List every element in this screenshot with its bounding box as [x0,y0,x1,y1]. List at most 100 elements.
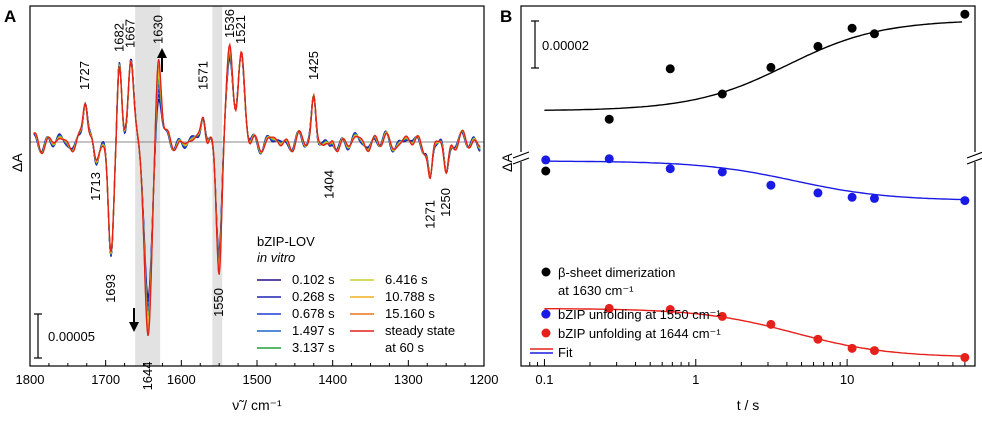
panel-a-arrow-up [157,48,167,72]
peak-label-1693: 1693 [103,274,118,303]
panel-a-legend-title: bZIP-LOV [257,234,315,249]
a-x-tick-label-2: 1600 [167,372,196,387]
panel-b-y-label: ΔA [499,153,515,172]
peak-label-1404: 1404 [322,170,337,199]
panel-a-arrow-down [129,308,139,332]
data-point-2-5 [813,334,823,344]
legend-label-5: 6.416 s [385,272,428,287]
data-point-1-5 [813,188,823,198]
panel-a-scale-bar: 0.00005 [34,313,95,359]
panel-b-scale-bar-label: 0.00002 [542,38,589,53]
data-point-0-2 [665,64,675,74]
peak-label-1644: 1644 [140,362,155,391]
data-point-2-6 [847,343,857,353]
peak-label-1425: 1425 [306,51,321,80]
legend-marker-1644 [541,328,551,338]
data-point-1-7 [869,193,879,203]
data-point-1-0 [541,155,551,165]
legend-label-2: 0.678 s [292,306,335,321]
legend-marker-1550 [541,309,551,319]
panel-a-y-label: ΔA [9,153,25,172]
legend-marker-dimerization [541,267,551,277]
data-point-2-4 [766,319,776,329]
peak-label-1667: 1667 [123,19,138,48]
spectrum-line-8 [33,42,481,337]
legend-label-7: 15.160 s [385,306,435,321]
panel-b-x-axis: 0.1 1 10 [529,359,976,387]
peak-label-1571: 1571 [195,61,210,90]
a-x-tick-label-0: 1800 [16,372,45,387]
data-point-1-2 [665,164,675,174]
panel-a-x-axis: 1800 1700 1600 1500 1400 1300 1200 [16,360,499,387]
legend-label-8: steady state [385,323,455,338]
legend-label-dimerization: β-sheet dimerization [558,265,675,280]
data-point-2-3 [717,311,727,321]
peak-label-1630: 1630 [151,15,166,44]
panel-b-axis-break [512,151,982,165]
data-point-0-5 [813,41,823,51]
data-point-1-8 [960,196,970,206]
data-point-1-6 [847,192,857,202]
a-x-tick-label-3: 1500 [243,372,272,387]
legend-label-fit: Fit [558,345,573,360]
a-x-tick-label-1: 1700 [91,372,120,387]
panel-a-legend: 0.102 s 0.268 s 0.678 s 1.497 s 3.137 s 6.416… [257,272,455,355]
panel-b-x-label: t / s [737,397,760,413]
data-point-2-2 [665,305,675,315]
data-point-2-8 [960,352,970,362]
a-x-tick-label-6: 1200 [470,372,499,387]
b-x-tick-label-2: 10 [840,372,854,387]
data-point-0-8 [960,9,970,19]
panel-a-x-label: ν̃ / cm⁻¹ [232,397,282,413]
data-point-0-7 [869,29,879,39]
a-x-tick-label-4: 1400 [318,372,347,387]
fit-curve-1 [544,160,963,201]
panel-b-scale-bar: 0.00002 [531,20,589,69]
data-point-0-6 [847,23,857,33]
peak-label-1271: 1271 [422,200,437,229]
panel-b-frame [520,5,976,367]
data-point-0-3 [717,89,727,99]
peak-label-1521: 1521 [233,15,248,44]
data-point-2-7 [869,346,879,356]
peak-label-1682: 1682 [111,23,126,52]
panel-b-letter: B [500,7,512,26]
legend-label-dimerization-line2: at 1630 cm⁻¹ [558,283,634,298]
data-point-1-3 [717,167,727,177]
data-point-1-4 [766,180,776,190]
b-x-tick-label-1: 1 [692,372,699,387]
legend-label-8-line2: at 60 s [385,340,425,355]
data-point-0-0 [541,166,551,176]
fit-curve-0 [544,21,963,111]
peak-label-1536: 1536 [222,9,237,38]
panel-a-legend-subtitle: in vitro [257,250,295,265]
panel-b-data-points [541,9,970,362]
shaded-region-1 [212,6,223,366]
panel-a-scale-bar-label: 0.00005 [48,329,95,344]
a-x-tick-label-5: 1300 [394,372,423,387]
data-point-0-1 [604,114,614,124]
legend-label-1: 0.268 s [292,289,335,304]
peak-label-1250: 1250 [438,188,453,217]
legend-label-3: 1.497 s [292,323,335,338]
b-x-tick-label-0: 0.1 [535,372,553,387]
panel-b-legend: β-sheet dimerization at 1630 cm⁻¹ bZIP u… [530,265,721,360]
data-point-1-1 [604,154,614,164]
peak-label-1550: 1550 [211,288,226,317]
panel-a-spectra [33,42,481,337]
legend-label-6: 10.788 s [385,289,435,304]
peak-label-1713: 1713 [88,172,103,201]
fit-curve-2 [544,308,963,357]
panel-a-letter: A [4,7,16,26]
legend-label-0: 0.102 s [292,272,335,287]
panel-a-shaded-regions [135,6,223,366]
legend-label-4: 3.137 s [292,340,335,355]
data-point-0-4 [766,62,776,72]
panel-b-fit-curves [544,21,963,357]
peak-label-1727: 1727 [77,61,92,90]
data-point-2-1 [604,303,614,313]
legend-label-1644: bZIP unfolding at 1644 cm⁻¹ [558,326,721,341]
legend-label-1550: bZIP unfolding at 1550 cm⁻¹ [558,307,721,322]
